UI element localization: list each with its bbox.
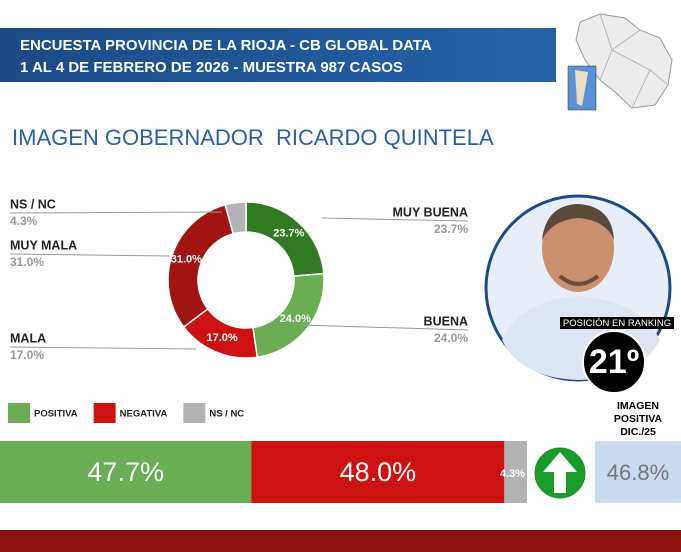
- category-value: 24.0%: [434, 331, 468, 345]
- header-bar: [0, 28, 556, 82]
- arrow-icon: [543, 452, 577, 493]
- previous-box: [595, 441, 681, 503]
- legend-label: POSITIVA: [34, 409, 78, 420]
- map: [567, 13, 673, 111]
- ranking-position: 21º: [589, 343, 639, 381]
- category-label: MUY BUENA: [393, 205, 468, 219]
- previous-label: IMAGEN: [617, 400, 659, 412]
- category-label: NS / NC: [10, 197, 56, 211]
- category-label: BUENA: [424, 314, 468, 328]
- legend-swatch: [183, 403, 206, 423]
- bar-value: 47.7%: [87, 457, 164, 487]
- bar-segment: [251, 441, 505, 503]
- category-value: 31.0%: [10, 255, 44, 269]
- legend-swatch: [8, 403, 30, 423]
- header-line: ENCUESTA PROVINCIA DE LA RIOJA - CB GLOB…: [20, 37, 432, 54]
- bar-segment: [504, 441, 527, 503]
- leader-line: [321, 217, 469, 222]
- slice-value: 17.0%: [206, 332, 237, 344]
- bar-value: 48.0%: [340, 457, 417, 487]
- slice-value: 23.7%: [273, 228, 304, 240]
- bar-value: 4.3%: [500, 468, 525, 480]
- category-value: 17.0%: [10, 348, 44, 362]
- ranking-badge: [582, 330, 646, 394]
- category-label: MUY MALA: [10, 238, 77, 252]
- previous-value: 46.8%: [607, 460, 669, 485]
- leader-line: [9, 346, 197, 350]
- category-label: MALA: [10, 331, 46, 345]
- header-line: 1 AL 4 DE FEBRERO DE 2026 - MUESTRA 987 …: [20, 59, 403, 76]
- previous-label: DIC./25: [620, 426, 656, 438]
- slice-value: 31.0%: [171, 254, 202, 266]
- legend-label: NS / NC: [209, 409, 244, 420]
- category-value: 4.3%: [10, 214, 38, 228]
- leader-line: [9, 253, 171, 257]
- donut-slice: [224, 201, 247, 235]
- legend-label: NEGATIVA: [120, 409, 168, 420]
- leader-line: [9, 211, 223, 214]
- bar-segment: [0, 441, 252, 503]
- ranking-label: POSICIÓN EN RANKING: [563, 318, 671, 329]
- leader-line: [299, 324, 469, 331]
- footer-bar: [0, 530, 681, 552]
- previous-label: POSITIVA: [614, 413, 663, 425]
- slice-value: 24.0%: [280, 313, 311, 325]
- category-value: 23.7%: [434, 222, 468, 236]
- legend-swatch: [93, 403, 116, 423]
- chart-title: IMAGEN GOBERNADOR RICARDO QUINTELA: [12, 125, 494, 150]
- ranking-label-bg: [560, 317, 674, 329]
